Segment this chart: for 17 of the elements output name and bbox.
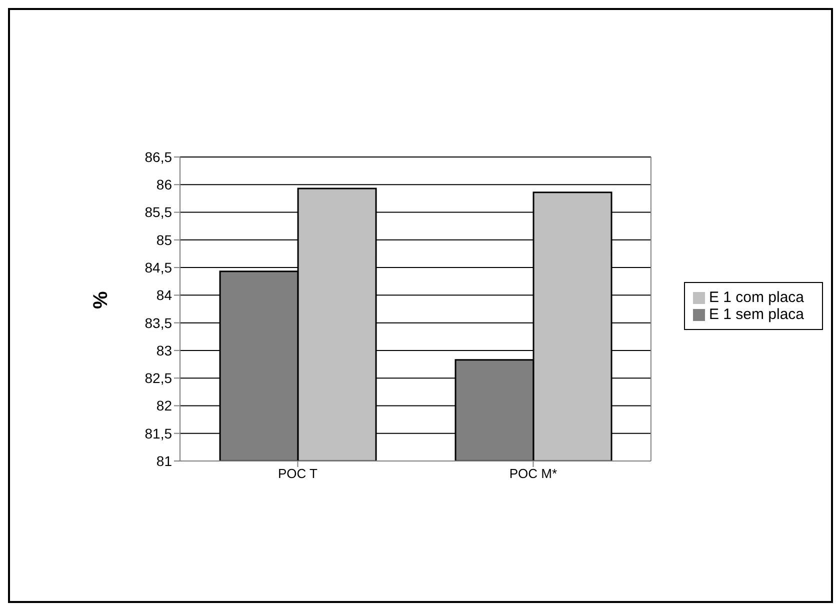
y-tick-label: 81,5 xyxy=(144,425,172,442)
y-tick-label: 85,5 xyxy=(144,204,172,220)
y-tick-label: 83 xyxy=(156,342,172,358)
y-tick-label: 82 xyxy=(156,398,172,414)
legend-label: E 1 sem placa xyxy=(708,306,804,322)
x-tick-label: POC T xyxy=(278,466,318,482)
y-tick-label: 84,5 xyxy=(144,260,172,276)
y-axis-title: % xyxy=(90,291,112,309)
x-tick-label: POC M* xyxy=(509,466,558,482)
y-tick-label: 86 xyxy=(156,176,172,193)
y-tick-label: 82,5 xyxy=(144,370,172,386)
y-tick-label: 83,5 xyxy=(144,314,172,331)
y-tick-label: 85 xyxy=(156,232,172,248)
y-tick-label: 81 xyxy=(156,452,172,469)
legend-label: E 1 com placa xyxy=(708,288,804,306)
y-tick-label: 86,5 xyxy=(144,148,172,165)
y-tick-label: 84 xyxy=(156,287,172,304)
